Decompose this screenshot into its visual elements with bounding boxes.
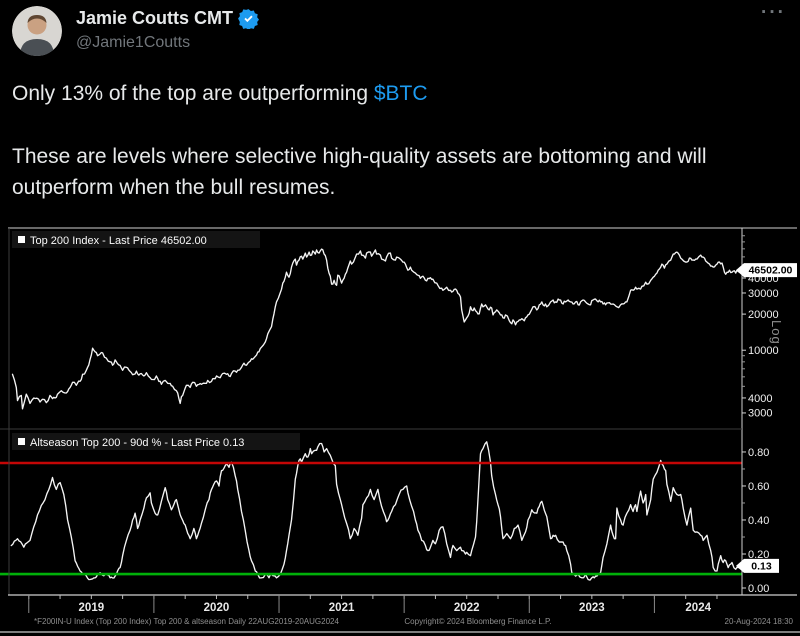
y-tick-label-bottom: 0.00: [748, 583, 769, 595]
cashtag-link[interactable]: $BTC: [373, 82, 428, 105]
avatar[interactable]: [12, 6, 62, 56]
footer-left: *F200IN-U Index (Top 200 Index) Top 200 …: [34, 617, 339, 626]
legend-bottom-bullet: [18, 438, 25, 445]
y-tick-label-bottom: 0.80: [748, 447, 769, 459]
legend-bottom-text: Altseason Top 200 - 90d % - Last Price 0…: [30, 437, 244, 449]
last-price-badge-bottom-bg: [736, 558, 779, 573]
y-tick-label-top: 3000: [748, 408, 772, 420]
more-button[interactable]: ···: [761, 2, 786, 23]
last-price-badge-bottom-text: 0.13: [751, 560, 772, 572]
bloomberg-chart: 40000300002000010000400030000.800.600.40…: [0, 227, 800, 633]
y-tick-label-bottom: 0.40: [748, 515, 769, 527]
y-tick-label-top: 30000: [748, 288, 779, 300]
y-tick-label-top: 10000: [748, 345, 779, 357]
author-name[interactable]: Jamie Coutts CMT: [76, 8, 234, 28]
year-label: 2024: [685, 602, 711, 614]
tweet-text-para2: These are levels where selective high-qu…: [12, 145, 707, 199]
year-label: 2019: [79, 602, 105, 614]
profile-photo-icon: [12, 6, 62, 56]
author-handle[interactable]: @Jamie1Coutts: [76, 34, 191, 51]
verified-badge-icon: [238, 8, 260, 30]
series-line-panel1: [11, 248, 743, 410]
legend-top-bullet: [18, 236, 25, 243]
log-scale-label: Log: [769, 320, 784, 345]
year-label: 2021: [329, 602, 355, 614]
legend-top-box: [12, 231, 260, 248]
chart-image[interactable]: 40000 30000 20000 10000 4000 3000 0.80 0.60 0.40…: [0, 222, 800, 636]
legend-bottom-box: [12, 433, 300, 450]
y-tick-label-top: 4000: [748, 393, 772, 405]
tweet-text-intro: Only 13% of the top are outperforming: [12, 82, 374, 105]
y-tick-label-top: 20000: [748, 309, 779, 321]
series-line-panel2: [10, 441, 743, 581]
y-tick-label-bottom: 0.20: [748, 549, 769, 561]
year-label: 2020: [204, 602, 230, 614]
legend-top-text: Top 200 Index - Last Price 46502.00: [30, 235, 207, 247]
last-price-badge-top-text: 46502.00: [749, 265, 793, 277]
year-label: 2022: [454, 602, 480, 614]
author-row: Jamie Coutts CMT: [76, 7, 260, 30]
last-price-badge-top-bg: [736, 263, 797, 278]
year-label: 2023: [579, 602, 605, 614]
tweet-text-line1: Only 13% of the top are outperforming $B…: [12, 78, 792, 109]
footer-center: Copyright© 2024 Bloomberg Finance L.P.: [404, 617, 551, 626]
y-tick-label-bottom: 0.60: [748, 481, 769, 493]
footer-right: 20-Aug-2024 18:30: [725, 617, 794, 626]
